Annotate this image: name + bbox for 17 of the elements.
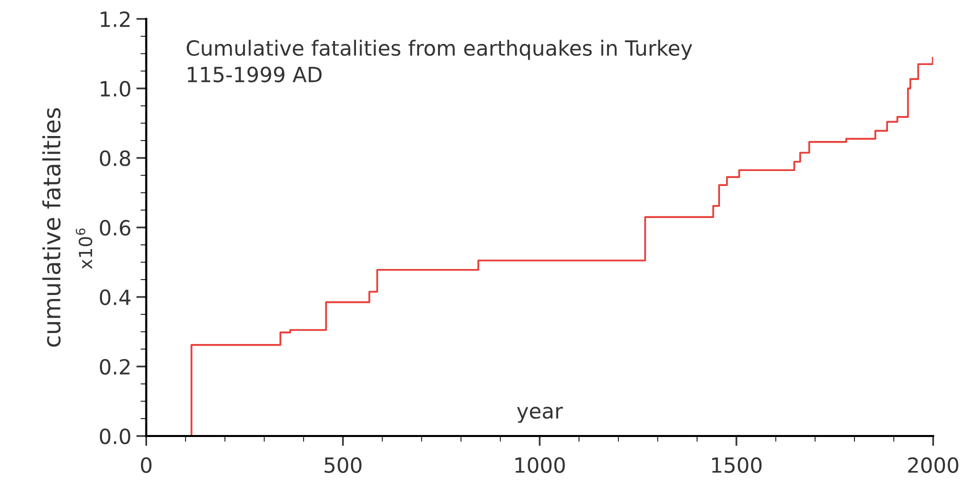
y-tick-label: 1.2 (100, 11, 130, 27)
x-tick-label: 0 (140, 457, 152, 473)
text: Cumulative fatalities from earthquakes in Turkey (186, 40, 692, 60)
x-axis-title: year (517, 406, 563, 423)
y-tick-label: 0.6 (100, 220, 130, 236)
y-tick-label: 0.8 (100, 150, 130, 166)
y-axis-title: cumulative fatalities (42, 108, 61, 347)
y-tick-label: 1.0 (100, 80, 130, 97)
x-tick-label: 1000 (515, 457, 565, 473)
text: 115-1999 AD (188, 66, 322, 82)
y-tick-label: 0.0 (100, 428, 130, 444)
text: x10$^{6}$ (76, 228, 92, 270)
y-tick-label: 0.2 (100, 358, 130, 375)
x-tick-label: 2000 (908, 457, 958, 473)
x-tick-label: 1500 (712, 457, 762, 473)
y-tick-label: 0.4 (100, 289, 130, 306)
x-tick-label: 500 (324, 457, 362, 473)
